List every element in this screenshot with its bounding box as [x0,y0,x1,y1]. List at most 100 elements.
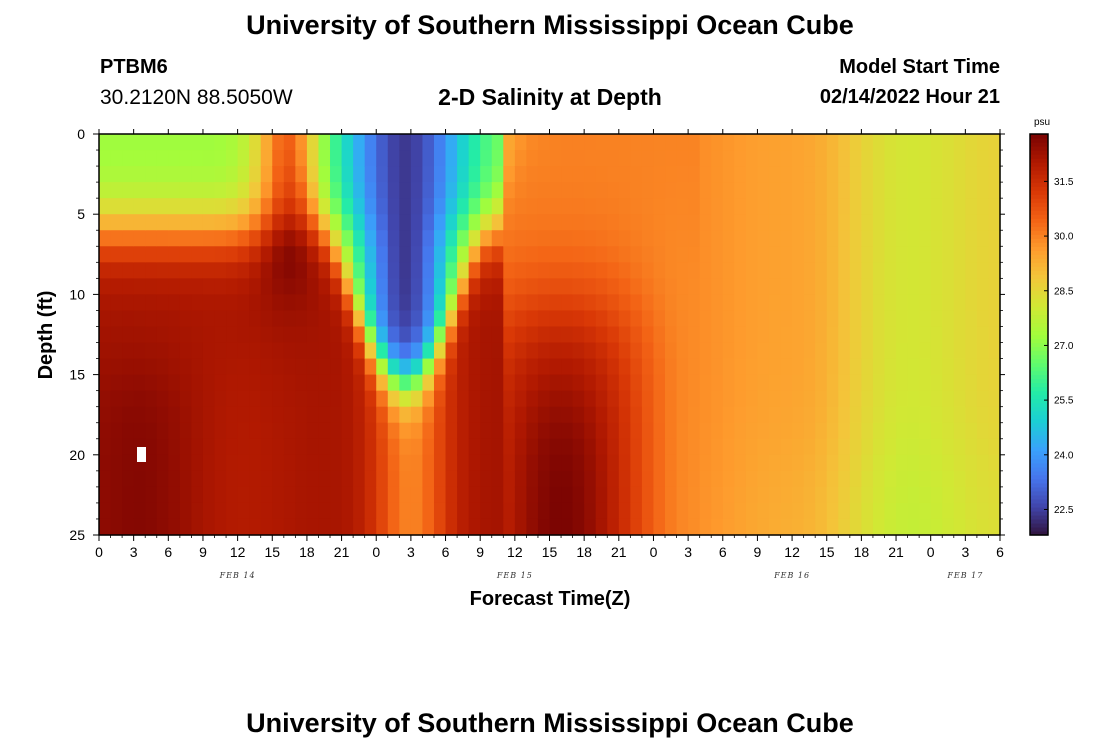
heatmap-cell [653,390,666,408]
heatmap-cell [711,486,724,504]
heatmap-cell [422,470,435,488]
heatmap-cell [942,374,955,392]
heatmap-cell [780,166,793,183]
heatmap-cell [341,486,354,504]
heatmap-cell [676,390,689,408]
heatmap-cell [872,374,886,392]
heatmap-cell [768,278,782,295]
heatmap-cell [976,310,990,328]
heatmap-cell [202,358,216,376]
heatmap-cell [422,502,435,520]
heatmap-cell [145,214,158,231]
heatmap-cell [249,342,262,360]
heatmap-cell [376,390,389,408]
x-tick-label: 12 [784,544,800,560]
heatmap-cell [295,294,308,312]
heatmap-cell [815,198,828,215]
heatmap-cell [156,342,169,360]
heatmap-cell [376,470,389,488]
heatmap-cell [884,390,897,408]
heatmap-cell [561,182,574,199]
heatmap-cell [537,502,551,520]
heatmap-cell [688,278,701,295]
heatmap-cell [457,518,470,536]
heatmap-cell [734,454,747,472]
colorbar-segment [1030,174,1048,179]
heatmap-cell [618,342,631,360]
heatmap-cell [480,390,493,408]
heatmap-cell [641,374,655,392]
heatmap-cell [433,246,447,263]
heatmap-cell [226,406,239,424]
heatmap-cell [110,150,123,167]
heatmap-cell [330,198,343,215]
heatmap-cell [768,342,782,360]
heatmap-cell [849,454,862,472]
heatmap-cell [283,182,296,199]
heatmap-cell [156,470,169,488]
heatmap-cell [237,198,250,215]
heatmap-cell [283,278,296,295]
heatmap-cell [318,326,331,344]
heatmap-cell [99,342,112,360]
heatmap-cell [168,454,181,472]
heatmap-cell [179,198,193,215]
heatmap-cell [919,246,932,263]
heatmap-cell [665,438,678,456]
heatmap-cell [214,262,227,279]
heatmap-cell [514,342,527,360]
heatmap-cell [364,294,377,312]
colorbar-segment [1030,470,1048,476]
colorbar-unit: psu [1034,117,1050,128]
heatmap-cell [884,454,897,472]
heatmap-cell [665,406,678,424]
x-tick-label: 6 [164,544,172,560]
heatmap-cell [965,134,978,151]
heatmap-cell [537,150,551,167]
heatmap-cell [168,374,181,392]
heatmap-cell [838,438,851,456]
heatmap-cell [861,150,874,167]
heatmap-cell [191,150,204,167]
heatmap-cell [595,422,608,440]
heatmap-cell [110,374,123,392]
heatmap-cell [815,342,828,360]
heatmap-cell [156,438,169,456]
heatmap-cell [399,454,412,472]
heatmap-cell [457,310,470,328]
heatmap-cell [514,374,527,392]
heatmap-cell [364,438,377,456]
heatmap-cell [896,390,909,408]
heatmap-cell [272,374,285,392]
heatmap-cell [353,374,366,392]
heatmap-cell [514,470,527,488]
heatmap-cell [364,310,377,328]
heatmap-cell [584,438,597,456]
heatmap-cell [318,182,331,199]
heatmap-cell [503,374,516,392]
heatmap-cell [688,182,701,199]
heatmap-cell [503,486,516,504]
heatmap-cell [711,182,724,199]
y-tick-label: 5 [77,206,85,222]
heatmap-cell [618,230,631,247]
heatmap-cell [965,438,978,456]
heatmap-cell [260,502,273,520]
heatmap-cell [792,486,805,504]
heatmap-cell [202,518,216,536]
heatmap-cell [202,502,216,520]
model-start-label: Model Start Time [839,56,1000,78]
heatmap-cell [641,390,655,408]
heatmap-cell [341,294,354,312]
heatmap-cell [699,262,712,279]
heatmap-cell [306,502,320,520]
heatmap-cell [445,294,458,312]
heatmap-cell [676,246,689,263]
heatmap-cell [122,294,135,312]
heatmap-cell [122,310,135,328]
heatmap-cell [676,166,689,183]
heatmap-cell [237,518,250,536]
heatmap-cell [641,230,655,247]
heatmap-cell [133,470,146,488]
heatmap-cell [399,486,412,504]
